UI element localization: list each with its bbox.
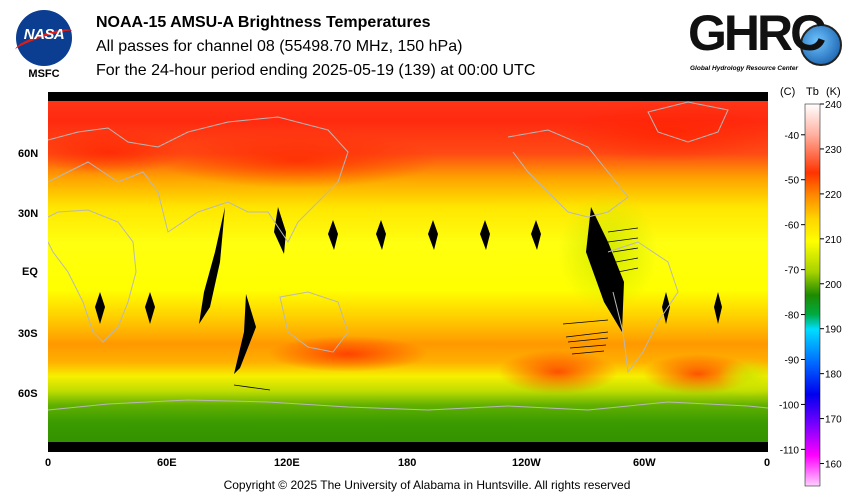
scan-line-artifacts bbox=[233, 227, 639, 391]
lat-label-30s: 30S bbox=[18, 328, 38, 340]
lon-label-120e: 120E bbox=[274, 457, 300, 469]
missing-data-south bbox=[48, 442, 768, 452]
kelvin-tick-label: 210 bbox=[825, 235, 842, 246]
colorbar-celsius-unit: (C) bbox=[780, 86, 796, 98]
lon-label-0-right: 0 bbox=[764, 457, 771, 469]
kelvin-tick-label: 190 bbox=[825, 325, 842, 336]
nasa-logo-subtext: MSFC bbox=[28, 68, 60, 80]
title-block: NOAA-15 AMSU-A Brightness Temperatures A… bbox=[96, 11, 535, 83]
ghrc-logo-subtext: Global Hydrology Resource Center bbox=[690, 65, 798, 72]
kelvin-tick-label: 200 bbox=[825, 280, 842, 291]
page-title: NOAA-15 AMSU-A Brightness Temperatures bbox=[96, 14, 431, 31]
channel-subtitle: All passes for channel 08 (55498.70 MHz,… bbox=[96, 38, 463, 55]
celsius-tick-label: -50 bbox=[785, 176, 800, 187]
coastlines bbox=[48, 101, 768, 411]
lon-label-120w: 120W bbox=[512, 457, 541, 469]
nasa-logo: NASA MSFC bbox=[12, 8, 76, 84]
ghrc-logo: GHRC Global Hydrology Resource Center bbox=[688, 5, 848, 80]
kelvin-tick-label: 230 bbox=[825, 145, 842, 156]
celsius-tick-label: -70 bbox=[785, 266, 800, 277]
kelvin-tick-label: 170 bbox=[825, 415, 842, 426]
brightness-temperature-map bbox=[48, 92, 768, 452]
ghrc-logo-text: GHRC bbox=[688, 5, 826, 61]
kelvin-tick-label: 220 bbox=[825, 190, 842, 201]
lat-label-60n: 60N bbox=[18, 148, 39, 160]
colorbar-kelvin-unit: (K) bbox=[826, 86, 841, 98]
lon-label-180: 180 bbox=[398, 457, 417, 469]
lon-label-60w: 60W bbox=[633, 457, 656, 469]
lat-label-30n: 30N bbox=[18, 208, 39, 220]
colorbar-tb-label: Tb bbox=[806, 86, 819, 98]
period-subtitle: For the 24-hour period ending 2025-05-19… bbox=[96, 62, 536, 79]
lat-label-60s: 60S bbox=[18, 388, 38, 400]
celsius-tick-label: -100 bbox=[779, 400, 799, 411]
celsius-ticks: -40 -50 -60 -70 -80 -90 -100 -110 bbox=[779, 131, 805, 456]
lon-label-0: 0 bbox=[45, 457, 52, 469]
copyright-footer: Copyright © 2025 The University of Alaba… bbox=[223, 478, 631, 492]
kelvin-tick-label: 240 bbox=[825, 100, 842, 111]
missing-data-north bbox=[48, 92, 768, 101]
colorbar-gradient bbox=[804, 103, 821, 487]
kelvin-tick-label: 160 bbox=[825, 460, 842, 471]
celsius-tick-label: -40 bbox=[785, 131, 800, 142]
celsius-tick-label: -80 bbox=[785, 311, 800, 322]
nasa-meatball-icon bbox=[16, 10, 72, 66]
globe-icon bbox=[800, 24, 842, 66]
celsius-tick-label: -110 bbox=[780, 445, 800, 456]
celsius-tick-label: -90 bbox=[785, 355, 800, 366]
orbit-gaps bbox=[95, 207, 722, 374]
temperature-anomalies bbox=[48, 102, 768, 397]
lat-label-eq: EQ bbox=[22, 266, 38, 278]
celsius-tick-label: -60 bbox=[785, 221, 800, 232]
nasa-logo-text: NASA bbox=[23, 26, 65, 43]
kelvin-ticks: 240 230 220 210 200 190 180 170 160 bbox=[820, 100, 842, 471]
lon-label-60e: 60E bbox=[157, 457, 177, 469]
kelvin-tick-label: 180 bbox=[825, 370, 842, 381]
